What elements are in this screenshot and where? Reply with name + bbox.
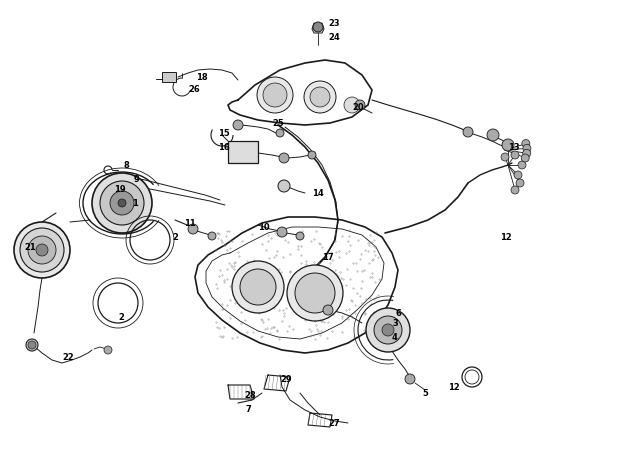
Text: 10: 10	[258, 222, 270, 231]
Text: 14: 14	[312, 189, 324, 198]
Circle shape	[257, 77, 293, 113]
Circle shape	[240, 269, 276, 305]
Circle shape	[521, 154, 529, 162]
Circle shape	[14, 222, 70, 278]
Circle shape	[514, 171, 522, 179]
Text: 18: 18	[196, 73, 207, 82]
Circle shape	[276, 129, 284, 137]
Text: 5: 5	[422, 389, 428, 398]
Circle shape	[28, 341, 36, 349]
Circle shape	[110, 191, 134, 215]
Circle shape	[92, 173, 152, 233]
Circle shape	[463, 127, 473, 137]
Circle shape	[100, 181, 144, 225]
Circle shape	[304, 81, 336, 113]
Text: 8: 8	[124, 161, 130, 170]
Circle shape	[523, 144, 531, 152]
Text: 6: 6	[396, 308, 402, 317]
Circle shape	[279, 153, 289, 163]
Circle shape	[188, 224, 198, 234]
Text: 15: 15	[218, 129, 230, 137]
Text: 19: 19	[114, 186, 126, 194]
Text: 24: 24	[328, 32, 340, 41]
Text: 1: 1	[132, 199, 138, 208]
Circle shape	[511, 151, 519, 159]
Circle shape	[277, 227, 287, 237]
Circle shape	[232, 261, 284, 313]
Text: 17: 17	[322, 253, 334, 262]
Circle shape	[516, 179, 524, 187]
Circle shape	[296, 232, 304, 240]
Text: 21: 21	[24, 243, 36, 251]
Circle shape	[263, 83, 287, 107]
Text: 28: 28	[244, 390, 255, 399]
Circle shape	[382, 324, 394, 336]
Circle shape	[374, 316, 402, 344]
FancyBboxPatch shape	[228, 141, 258, 163]
Circle shape	[523, 149, 531, 157]
Circle shape	[208, 232, 216, 240]
Circle shape	[118, 199, 126, 207]
Text: 29: 29	[280, 374, 292, 383]
Circle shape	[20, 228, 64, 272]
Circle shape	[278, 180, 290, 192]
Text: 9: 9	[134, 175, 140, 184]
Text: 13: 13	[508, 142, 520, 152]
Circle shape	[308, 151, 316, 159]
Circle shape	[233, 120, 243, 130]
Text: 11: 11	[184, 218, 196, 228]
Text: 27: 27	[328, 418, 340, 428]
Circle shape	[26, 339, 38, 351]
Circle shape	[287, 265, 343, 321]
Circle shape	[104, 346, 112, 354]
Circle shape	[522, 140, 530, 148]
Text: 7: 7	[246, 406, 252, 415]
Circle shape	[518, 161, 526, 169]
Circle shape	[28, 236, 56, 264]
Circle shape	[504, 143, 512, 151]
Circle shape	[295, 273, 335, 313]
Text: 2: 2	[172, 232, 178, 241]
Circle shape	[313, 22, 323, 32]
Text: 23: 23	[328, 19, 340, 28]
Text: 26: 26	[188, 86, 200, 95]
Circle shape	[511, 186, 519, 194]
Text: 16: 16	[218, 142, 230, 152]
FancyBboxPatch shape	[162, 72, 176, 82]
Circle shape	[323, 305, 333, 315]
Circle shape	[310, 87, 330, 107]
Circle shape	[405, 374, 415, 384]
Circle shape	[366, 308, 410, 352]
Circle shape	[344, 97, 360, 113]
Circle shape	[501, 153, 509, 161]
Text: 2: 2	[118, 313, 124, 322]
Circle shape	[487, 129, 499, 141]
Circle shape	[502, 139, 514, 151]
Text: 12: 12	[500, 232, 511, 241]
Text: 20: 20	[352, 103, 364, 112]
Circle shape	[355, 100, 365, 110]
Text: 4: 4	[392, 332, 398, 342]
Circle shape	[36, 244, 48, 256]
Text: 3: 3	[392, 319, 397, 327]
Text: 22: 22	[62, 352, 74, 361]
Text: 25: 25	[272, 118, 283, 127]
Text: 12: 12	[448, 382, 460, 391]
